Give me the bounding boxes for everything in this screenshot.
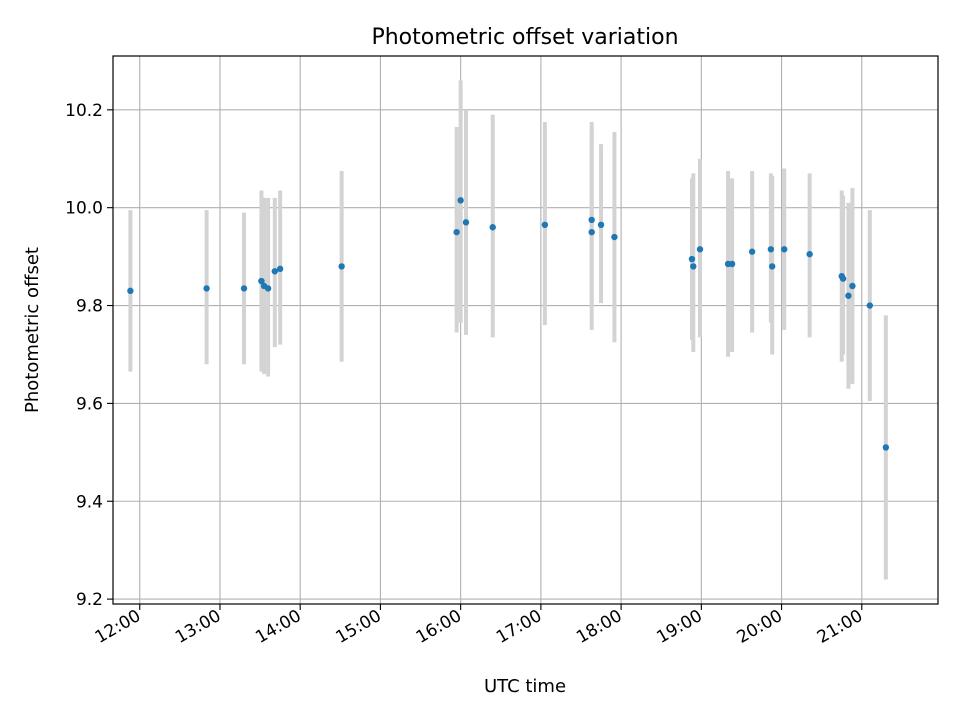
data-point [127, 287, 134, 295]
y-axis-ticks: 9.2 9.4 9.6 9.8 10.0 10.2 [65, 101, 113, 610]
grid-lines [113, 56, 938, 604]
data-point [258, 277, 265, 285]
data-point [866, 302, 874, 309]
y-tick-label: 10.0 [65, 199, 103, 219]
y-tick-label: 9.4 [76, 492, 103, 512]
data-point [882, 444, 890, 451]
data-point [839, 275, 847, 282]
data-point [690, 263, 697, 270]
data-point [271, 268, 278, 275]
data-point [541, 221, 549, 229]
data-point [453, 228, 460, 236]
data-point [806, 250, 813, 258]
y-tick-label: 9.8 [76, 297, 103, 317]
data-point [849, 282, 856, 290]
data-point [588, 228, 595, 236]
y-tick-label: 9.6 [76, 394, 103, 414]
data-point [845, 292, 852, 299]
data-point [767, 246, 775, 253]
data-point [781, 246, 788, 253]
chart-title: Photometric offset variation [371, 25, 678, 50]
data-point [457, 197, 464, 204]
plot-area-frame [112, 55, 939, 605]
data-point [338, 263, 345, 270]
data-point [688, 255, 696, 263]
x-axis-label: UTC time [484, 676, 566, 697]
data-point [748, 248, 756, 255]
data-point [203, 285, 210, 292]
data-point [264, 285, 272, 292]
data-point [768, 263, 776, 270]
data-point [728, 260, 736, 268]
y-axis-label: Photometric offset [22, 247, 43, 413]
data-point [462, 219, 470, 226]
data-point [588, 216, 595, 224]
data-point [611, 233, 618, 241]
data-point [696, 246, 704, 253]
data-point [597, 221, 605, 229]
y-tick-label: 9.2 [76, 590, 103, 610]
data-point [276, 265, 284, 273]
data-point [240, 285, 248, 292]
data-points [127, 197, 890, 451]
y-tick-label: 10.2 [65, 101, 103, 121]
data-point [489, 224, 496, 231]
